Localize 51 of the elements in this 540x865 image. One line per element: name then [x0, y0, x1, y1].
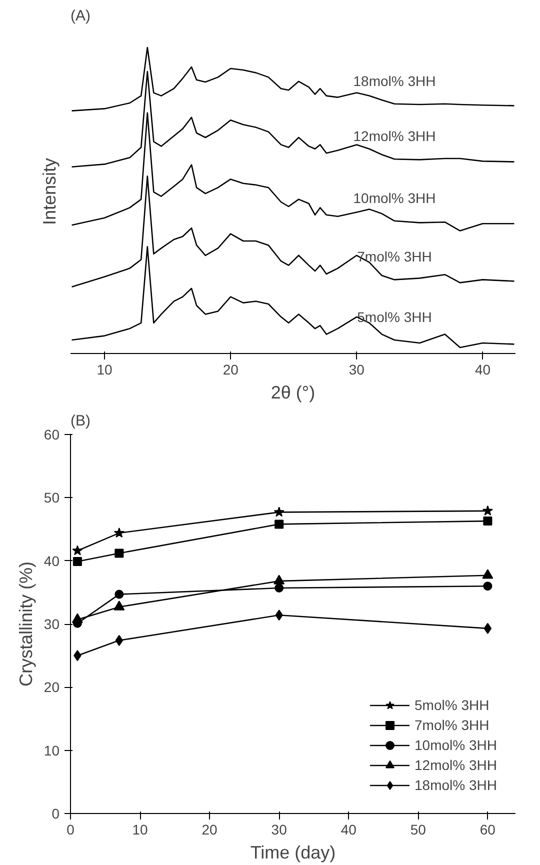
point [482, 505, 493, 516]
x-tick-label: 30 [348, 362, 365, 378]
series-label: 7mol% 3HH [357, 248, 432, 265]
point [114, 528, 124, 538]
point [114, 600, 125, 610]
y-tick-label: 60 [44, 426, 60, 442]
chart-title: (B) [70, 412, 90, 430]
point [274, 506, 284, 517]
y-axis-title: Crystallinity (%) [16, 561, 36, 687]
legend-label: 10mol% 3HH [414, 737, 497, 753]
y-axis-title: Intensity [40, 158, 60, 226]
y-tick-label: 50 [44, 490, 60, 506]
y-tick-label: 20 [44, 679, 60, 696]
x-axis-title: Time (day) [250, 842, 336, 862]
series-label: 12mol% 3HH [353, 128, 436, 144]
point [482, 569, 494, 579]
series-label: 10mol% 3HH [353, 190, 436, 206]
y-tick-label: 0 [52, 806, 60, 822]
x-tick-label: 0 [66, 822, 75, 838]
x-tick-label: 40 [474, 362, 491, 378]
series-label: 5mol% 3HH [357, 309, 432, 325]
point [72, 613, 83, 623]
legend-label: 5mol% 3HH [414, 697, 490, 713]
point [114, 590, 124, 599]
x-tick-label: 50 [410, 822, 426, 838]
y-tick-label: 10 [44, 742, 60, 758]
x-tick-label: 60 [480, 822, 496, 838]
point [72, 545, 83, 556]
point [483, 582, 492, 591]
point [483, 516, 492, 526]
point [274, 574, 285, 584]
point [114, 548, 124, 558]
y-tick-label: 30 [44, 616, 60, 632]
x-tick-label: 10 [96, 362, 113, 378]
legend-label: 18mol% 3HH [414, 777, 497, 793]
point [274, 520, 284, 529]
chart-title: (A) [70, 8, 90, 24]
legend-label: 7mol% 3HH [414, 717, 490, 733]
point [115, 634, 124, 646]
x-axis-title: 2θ (°) [270, 382, 316, 402]
x-tick-label: 40 [340, 822, 357, 838]
x-tick-label: 30 [271, 822, 288, 838]
point [274, 584, 284, 592]
series-label: 18mol% 3HH [353, 72, 436, 89]
x-tick-label: 10 [132, 822, 148, 838]
legend-label: 12mol% 3HH [414, 757, 497, 773]
y-tick-label: 40 [44, 552, 60, 569]
point [72, 556, 82, 566]
x-tick-label: 20 [202, 822, 218, 838]
x-tick-label: 20 [222, 362, 239, 378]
point [484, 622, 492, 634]
